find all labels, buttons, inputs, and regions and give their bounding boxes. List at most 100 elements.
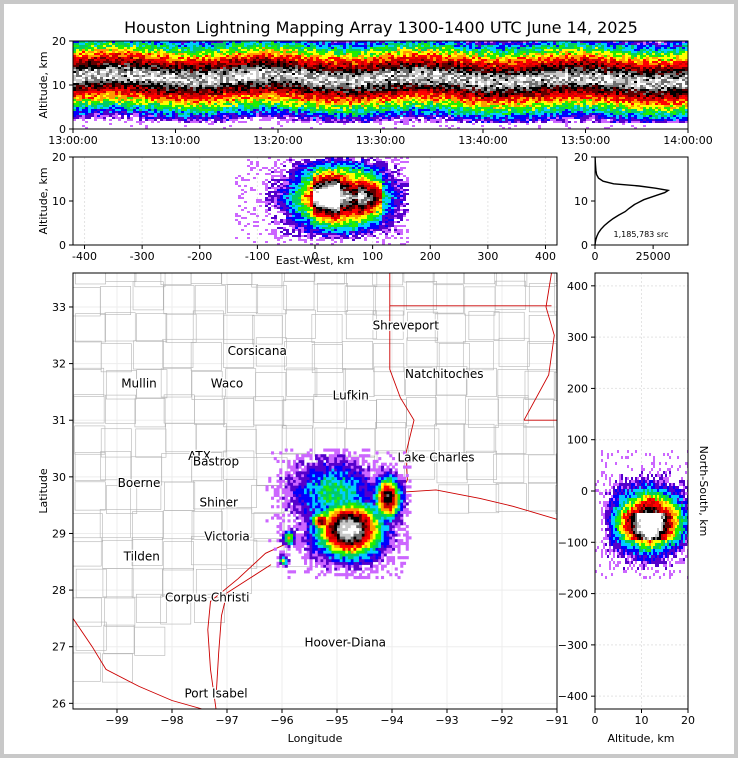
time-altitude-cell [358, 69, 361, 71]
time-altitude-cell [172, 113, 175, 115]
time-altitude-cell [103, 103, 106, 105]
time-altitude-cell [352, 113, 355, 115]
time-altitude-cell [127, 69, 130, 71]
time-altitude-cell [145, 83, 148, 85]
time-altitude-cell [262, 71, 265, 73]
time-altitude-cell [175, 75, 178, 77]
time-altitude-cell [247, 51, 250, 53]
time-altitude-cell [142, 59, 145, 61]
time-altitude-cell [208, 43, 211, 45]
time-altitude-cell [175, 115, 178, 117]
time-altitude-cell [223, 111, 226, 113]
time-altitude-cell [250, 97, 253, 99]
time-altitude-cell [184, 91, 187, 93]
time-altitude-cell [301, 81, 304, 83]
time-altitude-cell [106, 45, 109, 47]
time-altitude-cell [301, 121, 304, 123]
time-altitude-cell [286, 101, 289, 103]
time-altitude-cell [124, 83, 127, 85]
time-altitude-cell [139, 41, 142, 43]
time-altitude-cell [358, 119, 361, 121]
time-altitude-cell [322, 77, 325, 79]
time-altitude-cell [178, 113, 181, 115]
time-altitude-cell [229, 91, 232, 93]
time-altitude-cell [280, 109, 283, 111]
time-altitude-cell [226, 105, 229, 107]
time-altitude-cell [343, 81, 346, 83]
time-altitude-cell [361, 87, 364, 89]
time-altitude-cell [82, 47, 85, 49]
time-altitude-cell [391, 89, 394, 91]
time-altitude-cell [208, 117, 211, 119]
time-altitude-cell [241, 89, 244, 91]
time-altitude-cell [205, 111, 208, 113]
time-altitude-cell [394, 77, 397, 79]
time-altitude-cell [439, 65, 442, 67]
time-altitude-cell [295, 55, 298, 57]
time-altitude-cell [430, 59, 433, 61]
time-altitude-cell [202, 69, 205, 71]
time-altitude-cell [292, 57, 295, 59]
time-altitude-cell [187, 61, 190, 63]
time-altitude-cell [277, 77, 280, 79]
time-altitude-cell [427, 89, 430, 91]
time-altitude-cell [394, 91, 397, 93]
time-altitude-cell [286, 93, 289, 95]
time-altitude-cell [223, 115, 226, 117]
time-altitude-cell [100, 73, 103, 75]
time-altitude-cell [193, 85, 196, 87]
time-altitude-cell [82, 93, 85, 95]
time-altitude-cell [223, 127, 226, 129]
time-altitude-cell [82, 45, 85, 47]
time-altitude-cell [235, 61, 238, 63]
time-altitude-cell [274, 67, 277, 69]
time-altitude-cell [439, 97, 442, 99]
time-altitude-cell [280, 91, 283, 93]
time-altitude-cell [283, 117, 286, 119]
time-altitude-cell [238, 115, 241, 117]
time-altitude-cell [337, 99, 340, 101]
time-altitude-cell [124, 107, 127, 109]
time-altitude-cell [379, 77, 382, 79]
time-altitude-cell [109, 45, 112, 47]
time-altitude-cell [379, 87, 382, 89]
time-altitude-cell [421, 91, 424, 93]
time-altitude-cell [295, 103, 298, 105]
time-altitude-cell [403, 77, 406, 79]
time-altitude-cell [169, 65, 172, 67]
time-altitude-cell [250, 71, 253, 73]
time-altitude-cell [178, 51, 181, 53]
time-altitude-cell [160, 51, 163, 53]
time-altitude-cell [229, 67, 232, 69]
time-altitude-cell [205, 81, 208, 83]
time-altitude-cell [403, 49, 406, 51]
time-altitude-cell [340, 79, 343, 81]
time-altitude-cell [166, 65, 169, 67]
time-altitude-cell [241, 65, 244, 67]
time-altitude-cell [409, 99, 412, 101]
time-altitude-cell [190, 77, 193, 79]
time-altitude-cell [151, 117, 154, 119]
time-altitude-cell [181, 79, 184, 81]
time-altitude-cell [307, 45, 310, 47]
time-altitude-cell [289, 71, 292, 73]
time-altitude-cell [304, 117, 307, 119]
time-altitude-cell [82, 117, 85, 119]
time-altitude-cell [436, 75, 439, 77]
time-altitude-cell [307, 75, 310, 77]
time-altitude-cell [268, 85, 271, 87]
time-altitude-cell [268, 53, 271, 55]
time-altitude-cell [286, 109, 289, 111]
time-altitude-cell [100, 57, 103, 59]
time-altitude-cell [340, 57, 343, 59]
time-altitude-cell [331, 67, 334, 69]
time-altitude-cell [310, 43, 313, 45]
time-altitude-cell [391, 49, 394, 51]
time-altitude-cell [259, 41, 262, 43]
time-altitude-cell [223, 51, 226, 53]
time-altitude-cell [286, 121, 289, 123]
time-altitude-cell [151, 101, 154, 103]
time-altitude-cell [94, 117, 97, 119]
time-altitude-cell [142, 45, 145, 47]
time-altitude-cell [103, 53, 106, 55]
